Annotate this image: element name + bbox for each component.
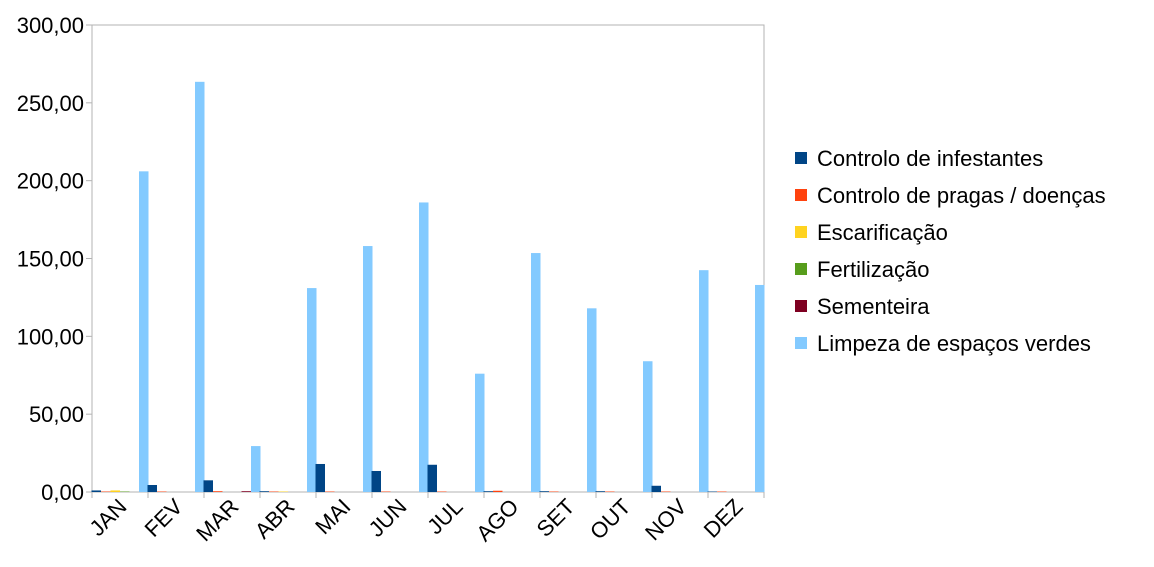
x-tick-label: MAR bbox=[191, 494, 243, 546]
y-axis-tick-labels: 0,00 50,00 100,00 150,00 200,00 250,00 300,00 bbox=[17, 13, 84, 505]
y-tick-label: 0,00 bbox=[41, 480, 84, 505]
y-tick-label: 200,00 bbox=[17, 169, 84, 194]
legend-swatch bbox=[795, 226, 807, 238]
legend-label: Limpeza de espaços verdes bbox=[817, 331, 1091, 356]
legend-label: Sementeira bbox=[817, 294, 930, 319]
y-tick-label: 100,00 bbox=[17, 324, 84, 349]
x-tick-label: JUN bbox=[364, 494, 412, 542]
legend-swatch bbox=[795, 152, 807, 164]
bar bbox=[643, 361, 653, 492]
bar bbox=[242, 491, 252, 492]
x-tick-label: SET bbox=[532, 494, 580, 542]
y-tick-label: 250,00 bbox=[17, 91, 84, 116]
legend-label: Escarificação bbox=[817, 220, 948, 245]
bar bbox=[204, 480, 214, 492]
y-tick-label: 50,00 bbox=[29, 402, 84, 427]
bar bbox=[419, 202, 429, 492]
y-tick-label: 300,00 bbox=[17, 13, 84, 38]
legend-swatch bbox=[795, 300, 807, 312]
bar bbox=[755, 285, 765, 492]
x-tick-label: JAN bbox=[84, 494, 131, 541]
bar bbox=[652, 486, 662, 492]
legend-label: Controlo de infestantes bbox=[817, 146, 1043, 171]
x-tick-label: NOV bbox=[640, 494, 692, 546]
y-tick-label: 150,00 bbox=[17, 247, 84, 272]
bar bbox=[251, 446, 261, 492]
bar bbox=[540, 491, 550, 492]
x-tick-label: JUL bbox=[422, 494, 467, 539]
bar bbox=[493, 491, 503, 492]
bar bbox=[148, 485, 158, 492]
bar bbox=[699, 270, 709, 492]
bar bbox=[316, 464, 326, 492]
bar bbox=[475, 374, 485, 492]
legend-label: Controlo de pragas / doenças bbox=[817, 183, 1106, 208]
bar bbox=[307, 288, 317, 492]
x-tick-label: ABR bbox=[250, 494, 300, 544]
legend-swatch bbox=[795, 189, 807, 201]
legend: Controlo de infestantes Controlo de praga… bbox=[795, 146, 1106, 356]
legend-swatch bbox=[795, 337, 807, 349]
bar bbox=[260, 491, 270, 492]
bar bbox=[372, 471, 382, 492]
bar bbox=[139, 171, 149, 492]
x-tick-label: FEV bbox=[140, 494, 188, 542]
bar bbox=[587, 308, 597, 492]
bar bbox=[531, 253, 541, 492]
bar bbox=[195, 82, 205, 492]
bar bbox=[92, 490, 102, 492]
bar bbox=[111, 490, 121, 492]
legend-label: Fertilização bbox=[817, 257, 929, 282]
x-tick-label: OUT bbox=[585, 494, 636, 545]
bars bbox=[92, 82, 765, 492]
bar bbox=[596, 491, 606, 492]
bar bbox=[428, 465, 438, 492]
bar bbox=[213, 491, 223, 492]
x-tick-label: AGO bbox=[471, 494, 523, 546]
bar bbox=[484, 491, 494, 492]
x-tick-label: DEZ bbox=[699, 494, 748, 543]
bar bbox=[363, 246, 373, 492]
x-tick-label: MAI bbox=[310, 494, 355, 539]
legend-swatch bbox=[795, 263, 807, 275]
